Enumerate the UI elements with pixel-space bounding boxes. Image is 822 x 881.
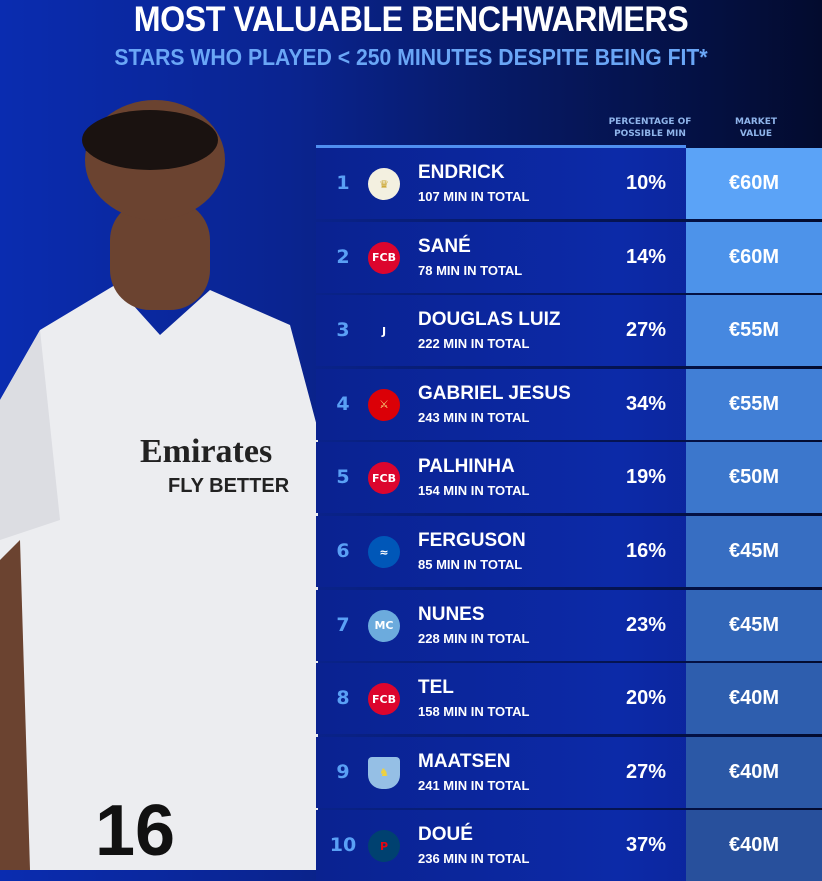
market-value: €40M — [686, 663, 822, 735]
shirt-sponsor: Emirates — [140, 433, 272, 470]
market-value: €45M — [686, 516, 822, 587]
percentage-value: 34% — [625, 392, 667, 415]
market-value: €40M — [686, 736, 822, 808]
column-header-percentage: PERCENTAGE OF POSSIBLE MIN — [608, 117, 692, 139]
player-photo: Emirates FLY BETTER 16 — [0, 100, 330, 871]
rank: 1 — [336, 172, 350, 194]
player-name: FERGUSON — [418, 530, 526, 551]
player-name: DOUÉ — [418, 824, 473, 846]
player-minutes: 107 MIN IN TOTAL — [418, 189, 530, 204]
player-name: GABRIEL JESUS — [418, 382, 571, 404]
rank: 10 — [329, 834, 357, 857]
bayern-crest-icon: FCB — [368, 462, 400, 495]
bayern-crest-icon: FCB — [368, 241, 400, 274]
player-minutes: 154 MIN IN TOTAL — [418, 483, 530, 499]
percentage-value: 19% — [625, 466, 667, 489]
percentage-value: 27% — [625, 760, 667, 783]
shirt-slogan: FLY BETTER — [168, 475, 290, 497]
market-value: €60M — [686, 221, 822, 293]
percentage-value: 20% — [625, 687, 667, 710]
rank: 3 — [336, 319, 350, 342]
player-minutes: 78 MIN IN TOTAL — [418, 262, 523, 278]
player-name: NUNES — [418, 603, 485, 625]
table-row: 2 FCB SANÉ 78 MIN IN TOTAL 14% €60M — [316, 221, 822, 293]
player-minutes: 85 MIN IN TOTAL — [418, 557, 523, 572]
shirt-number: 16 — [95, 791, 175, 870]
player-name: MAATSEN — [418, 750, 511, 772]
market-value: €50M — [686, 442, 822, 514]
table-row: 1 ♛ ENDRICK 107 MIN IN TOTAL 10% €60M — [316, 148, 822, 219]
column-header-market-value: MARKET VALUE — [734, 117, 778, 139]
table-row: 9 ♞ MAATSEN 241 MIN IN TOTAL 27% €40M — [316, 736, 822, 808]
percentage-value: 27% — [625, 319, 667, 342]
market-value: €60M — [686, 148, 822, 219]
brighton-crest-icon: ≈ — [368, 536, 400, 568]
player-minutes: 241 MIN IN TOTAL — [418, 777, 530, 793]
market-value: €45M — [686, 589, 822, 661]
percentage-value: 16% — [625, 540, 667, 562]
player-name: SANÉ — [418, 235, 471, 257]
arsenal-crest-icon: ⚔ — [368, 388, 400, 421]
aston-villa-crest-icon: ♞ — [368, 756, 400, 789]
market-value: €55M — [686, 368, 822, 440]
page-subtitle: STARS WHO PLAYED < 250 MINUTES DESPITE B… — [114, 44, 708, 70]
rank: 6 — [336, 540, 350, 562]
percentage-value: 14% — [625, 245, 667, 268]
table-row: 4 ⚔ GABRIEL JESUS 243 MIN IN TOTAL 34% €… — [316, 368, 822, 440]
psg-crest-icon: P — [368, 830, 400, 863]
player-name: TEL — [418, 677, 454, 699]
table-row: 6 ≈ FERGUSON 85 MIN IN TOTAL 16% €45M — [316, 516, 822, 587]
player-minutes: 222 MIN IN TOTAL — [418, 336, 530, 352]
rank: 9 — [336, 760, 350, 783]
page-title: MOST VALUABLE BENCHWARMERS — [133, 0, 689, 39]
percentage-value: 37% — [625, 834, 667, 857]
player-minutes: 236 MIN IN TOTAL — [418, 851, 530, 867]
market-value: €55M — [686, 295, 822, 367]
market-value: €40M — [686, 810, 822, 881]
table-top-divider — [316, 145, 686, 148]
rank: 2 — [336, 245, 350, 268]
rank: 4 — [336, 392, 350, 415]
player-minutes: 158 MIN IN TOTAL — [418, 704, 530, 720]
bayern-crest-icon: FCB — [368, 683, 400, 716]
table-row: 8 FCB TEL 158 MIN IN TOTAL 20% €40M — [316, 663, 822, 735]
table-row: 7 MC NUNES 228 MIN IN TOTAL 23% €45M — [316, 589, 822, 661]
player-name: ENDRICK — [418, 162, 505, 183]
man-city-crest-icon: MC — [368, 609, 400, 642]
table-row: 10 P DOUÉ 236 MIN IN TOTAL 37% €40M — [316, 810, 822, 881]
player-name: PALHINHA — [418, 456, 515, 478]
real-madrid-crest-icon: ♛ — [368, 168, 400, 200]
percentage-value: 10% — [625, 172, 667, 194]
player-minutes: 243 MIN IN TOTAL — [418, 409, 530, 425]
player-name: DOUGLAS LUIZ — [418, 309, 561, 331]
rank: 7 — [336, 613, 350, 636]
table-row: 3 J DOUGLAS LUIZ 222 MIN IN TOTAL 27% €5… — [316, 295, 822, 367]
percentage-value: 23% — [625, 613, 667, 636]
table-row: 5 FCB PALHINHA 154 MIN IN TOTAL 19% €50M — [316, 442, 822, 514]
juventus-crest-icon: J — [381, 324, 387, 338]
rank: 8 — [336, 687, 350, 710]
player-minutes: 228 MIN IN TOTAL — [418, 630, 530, 646]
rank: 5 — [336, 466, 350, 489]
